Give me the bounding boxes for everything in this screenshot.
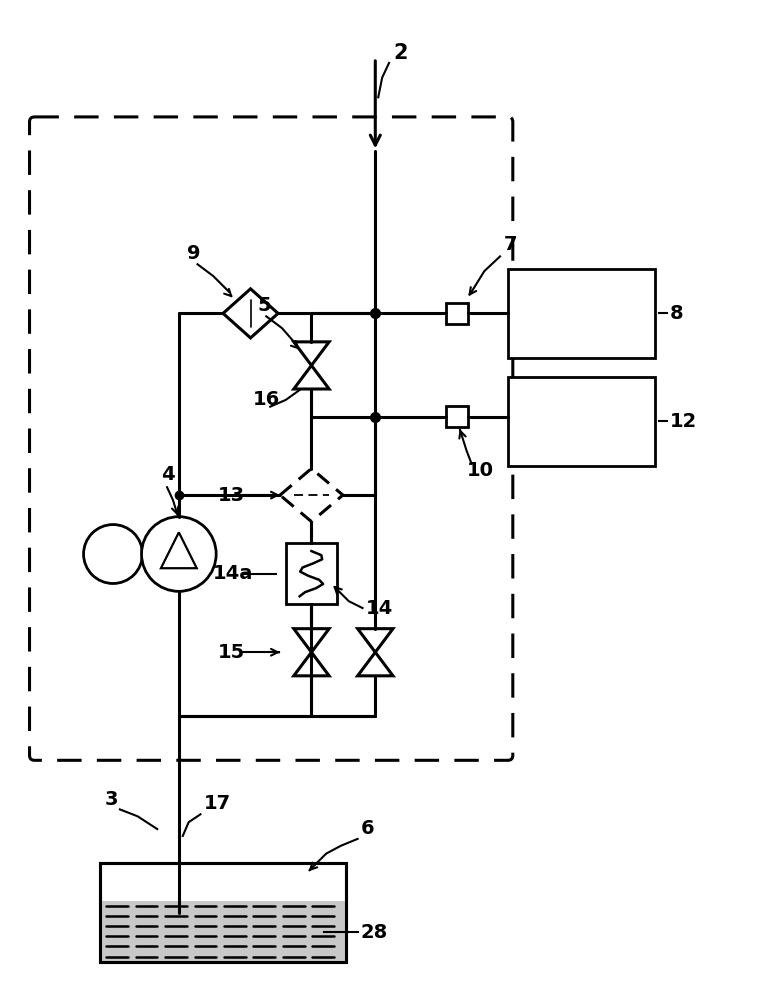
Text: 17: 17 [204,794,230,813]
Bar [100,901,346,962]
Bar [446,406,467,427]
Bar [286,543,337,604]
Circle shape [142,517,216,591]
Text: 14: 14 [366,599,393,618]
Polygon shape [223,289,278,338]
Text: 5: 5 [258,296,271,315]
Text: 8: 8 [670,304,684,323]
Polygon shape [294,365,329,389]
Circle shape [84,525,143,583]
Bar [508,377,655,466]
Text: 6: 6 [360,819,374,838]
Text: 16: 16 [252,390,280,409]
Text: 15: 15 [218,643,245,662]
Text: 14a: 14a [213,564,254,583]
Text: 3: 3 [105,790,119,809]
Bar [100,863,346,962]
Bar [100,863,346,962]
Text: 12: 12 [670,412,697,431]
Polygon shape [358,652,393,676]
Polygon shape [294,342,329,365]
Text: 28: 28 [360,923,388,942]
Text: 10: 10 [467,461,493,480]
Text: 4: 4 [161,465,175,484]
Text: 13: 13 [218,486,245,505]
Polygon shape [358,629,393,652]
Bar [446,303,467,324]
Bar [508,269,655,358]
Text: 9: 9 [186,244,200,263]
Polygon shape [280,469,343,522]
Text: 2: 2 [393,43,407,63]
Polygon shape [294,629,329,652]
Text: 7: 7 [504,235,518,254]
Polygon shape [294,652,329,676]
